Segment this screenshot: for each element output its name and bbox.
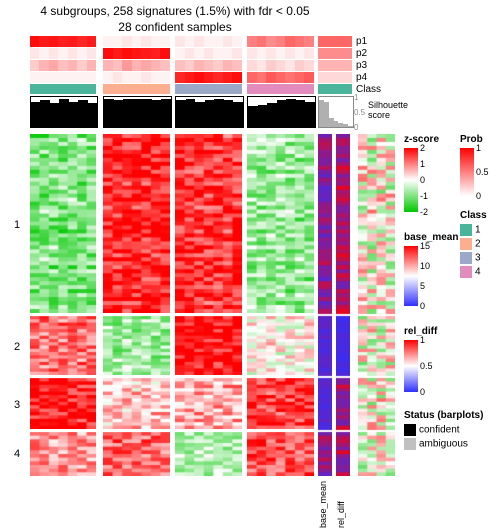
barplot-block-3 xyxy=(175,96,244,128)
prob-row-p1-block3 xyxy=(175,36,242,47)
row-group-label-1: 1 xyxy=(14,219,20,231)
base_mean-label: base_mean xyxy=(318,478,328,528)
prob-legend-swatch-1 xyxy=(318,48,352,59)
row-group-label-4: 4 xyxy=(14,448,20,460)
prob-tick-1: 0.5 xyxy=(476,167,489,177)
zscore-tick-3: -1 xyxy=(420,191,428,201)
row-group-label-2: 2 xyxy=(14,341,20,353)
prob-tick-2: 0 xyxy=(476,191,481,201)
prob-row-p1-block1 xyxy=(30,36,96,47)
silhouette-label: Silhouette score xyxy=(368,100,428,120)
zscore-tick-0: 2 xyxy=(420,143,425,153)
zscore-tick-1: 1 xyxy=(420,159,425,169)
zscore-colorbar xyxy=(404,148,418,212)
rel_diff-label: rel_diff xyxy=(336,478,346,528)
prob-row-p4-block1 xyxy=(30,72,96,83)
prob-label-2: p3 xyxy=(356,60,367,71)
heatmap-block-1 xyxy=(30,134,96,476)
class-block-2 xyxy=(103,84,170,94)
zscore-tick-2: 0 xyxy=(420,175,425,185)
status-legend-item-confident: confident xyxy=(404,424,460,436)
prob-row-p2-block4 xyxy=(247,48,314,59)
prob-row-p3-block4 xyxy=(247,60,314,71)
rel_diff-column xyxy=(336,134,350,476)
heatmap-block-3 xyxy=(175,134,242,476)
silhouette-barplot xyxy=(318,96,354,128)
class-legend-item-2: 2 xyxy=(460,238,481,250)
class-legend-item-4: 4 xyxy=(460,266,481,278)
title-line1: 4 subgroups, 258 signatures (1.5%) with … xyxy=(30,4,320,18)
prob-legend-swatch-0 xyxy=(318,36,352,47)
silhouette-tick-2: 0 xyxy=(354,123,358,132)
class-legend-title: Class xyxy=(460,210,487,221)
prob-row-p1-block4 xyxy=(247,36,314,47)
prob-row-p4-block2 xyxy=(103,72,170,83)
basemean-tick-2: 5 xyxy=(420,281,425,291)
prob-row-p3-block3 xyxy=(175,60,242,71)
zscore-tick-4: -2 xyxy=(420,207,428,217)
prob-row-p4-block3 xyxy=(175,72,242,83)
basemean-legend-title: base_mean xyxy=(404,232,458,243)
base_mean-column xyxy=(318,134,332,476)
prob-label-0: p1 xyxy=(356,36,367,47)
prob-label-3: p4 xyxy=(356,72,367,83)
prob-row-p2-block3 xyxy=(175,48,242,59)
silhouette-tick-0: 1 xyxy=(354,93,358,102)
basemean-tick-3: 0 xyxy=(420,301,425,311)
prob-legend-swatch-3 xyxy=(318,72,352,83)
heatmap-block-4 xyxy=(247,134,314,476)
barplot-block-4 xyxy=(247,96,316,128)
class-legend-item-3: 3 xyxy=(460,252,481,264)
basemean-tick-0: 15 xyxy=(420,241,430,251)
prob-tick-0: 1 xyxy=(476,143,481,153)
heatmap-block-2 xyxy=(103,134,170,476)
heatmap-extra-block xyxy=(358,134,395,476)
prob-row-p2-block1 xyxy=(30,48,96,59)
reldiff-tick-1: 0.5 xyxy=(420,361,433,371)
class-label: Class xyxy=(356,84,381,95)
prob-row-p1-block2 xyxy=(103,36,170,47)
class-block-3 xyxy=(175,84,242,94)
reldiff-colorbar xyxy=(404,340,418,392)
prob-colorbar xyxy=(460,148,474,196)
reldiff-tick-0: 1 xyxy=(420,335,425,345)
prob-row-p3-block2 xyxy=(103,60,170,71)
prob-row-p3-block1 xyxy=(30,60,96,71)
barplot-block-1 xyxy=(30,96,98,128)
class-block-4 xyxy=(247,84,314,94)
class-block-1 xyxy=(30,84,96,94)
title-line2: 28 confident samples xyxy=(30,20,320,34)
prob-legend-swatch-2 xyxy=(318,60,352,71)
prob-row-p4-block4 xyxy=(247,72,314,83)
reldiff-tick-2: 0 xyxy=(420,387,425,397)
status-legend-item-ambiguous: ambiguous xyxy=(404,438,468,450)
class-legend-item-1: 1 xyxy=(460,224,481,236)
basemean-tick-1: 10 xyxy=(420,261,430,271)
status-legend-title: Status (barplots) xyxy=(404,410,483,421)
prob-label-1: p2 xyxy=(356,48,367,59)
barplot-block-2 xyxy=(103,96,172,128)
row-group-label-3: 3 xyxy=(14,399,20,411)
prob-row-p2-block2 xyxy=(103,48,170,59)
basemean-colorbar xyxy=(404,246,418,306)
class-legend-swatch xyxy=(318,84,352,94)
silhouette-tick-1: 0.5 xyxy=(354,108,365,117)
